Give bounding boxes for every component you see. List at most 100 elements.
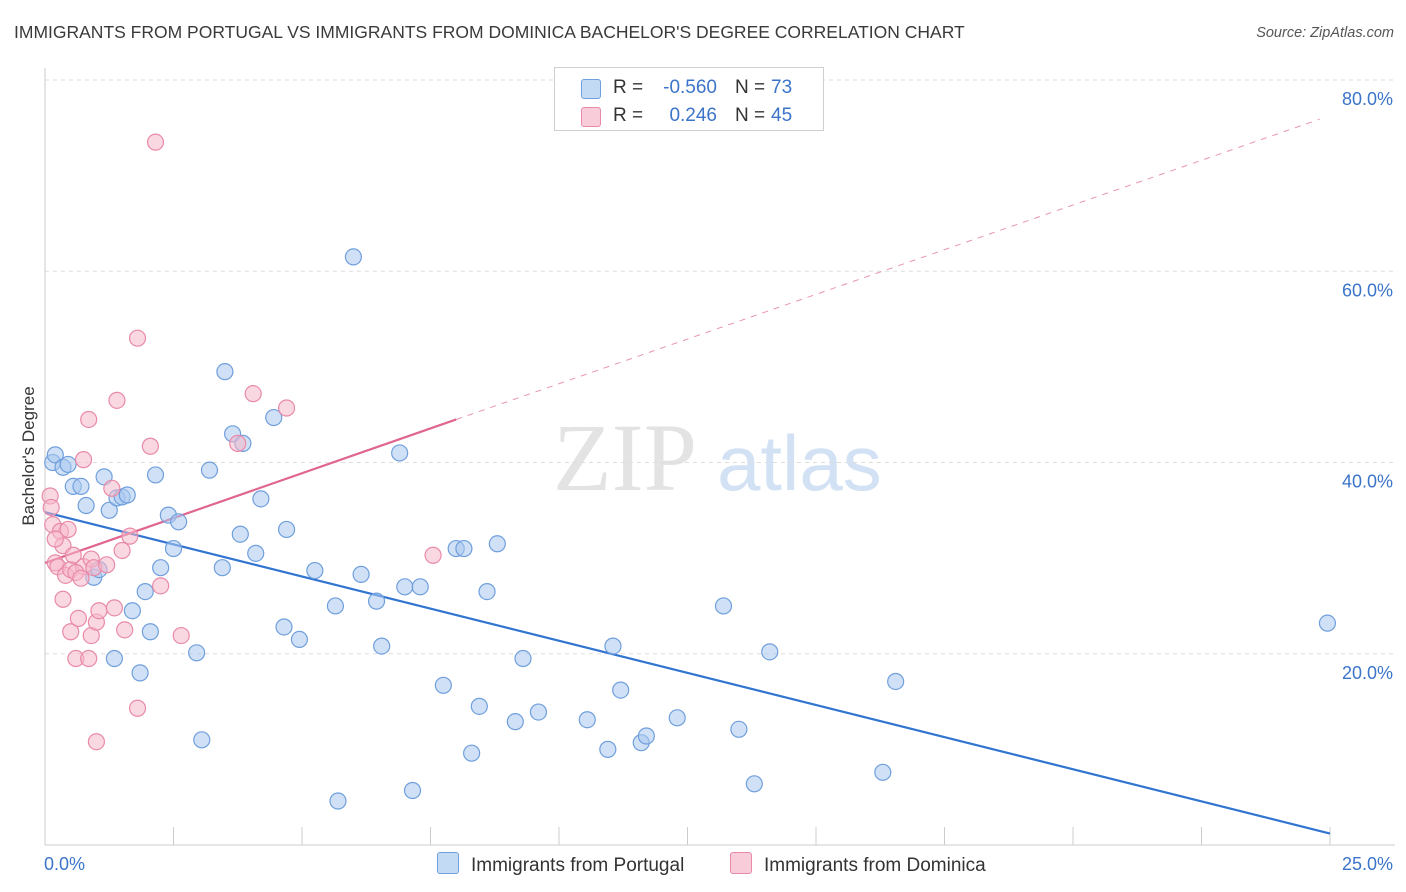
point-dominica [121,527,139,545]
point-portugal [367,592,386,610]
point-portugal [105,649,123,668]
point-portugal [141,623,159,641]
y-axis-label: Bachelor's Degree [19,386,38,525]
point-portugal [887,672,905,691]
point-dominica [69,609,88,627]
point-portugal [612,681,630,699]
y-tick-label: 80.0% [1342,89,1393,109]
point-portugal [373,637,391,655]
point-dominica [108,391,126,409]
n-value: 45 [771,105,793,126]
point-portugal [604,637,622,655]
legend-label: Immigrants from Portugal [471,855,685,876]
data-points [41,133,1337,810]
point-portugal [396,578,414,596]
trend-line-portugal [44,511,1331,835]
dominica-swatch [581,107,601,127]
point-dominica [42,498,60,517]
point-dominica [128,329,147,347]
point-dominica [74,451,93,469]
r-value: -0.560 [663,77,717,98]
point-dominica [103,479,121,497]
y-tick-label: 20.0% [1342,663,1393,683]
dominica-swatch [730,852,752,874]
point-dominica [72,569,90,587]
point-dominica [54,590,72,608]
point-dominica [172,626,190,645]
portugal-swatch [437,852,459,874]
point-portugal [391,444,409,462]
point-portugal [730,720,748,738]
point-dominica [146,133,165,151]
point-dominica [424,546,442,564]
trend-line-dominica [456,118,1320,420]
point-dominica [98,556,116,574]
point-portugal [329,792,347,810]
legend-item-dominica[interactable]: Immigrants from Dominica [730,852,986,877]
point-portugal [231,525,249,543]
r-label: R = [613,77,644,98]
grid-lines [45,79,1395,655]
point-portugal [275,618,293,636]
legend-row-dominica: R = 0.246 N = 45 [555,103,823,129]
point-portugal [170,513,188,531]
point-portugal [131,664,149,682]
point-portugal [216,363,234,381]
point-portugal [326,597,345,615]
point-portugal [188,644,206,662]
y-tick-label: 60.0% [1342,280,1393,300]
point-portugal [637,727,655,745]
point-portugal [403,781,422,800]
watermark-zip: ZIP [553,404,697,511]
source-credit: Source: ZipAtlas.com [1256,25,1394,41]
point-dominica [128,699,147,717]
point-portugal [352,565,370,583]
point-portugal [514,649,532,668]
legend-item-portugal[interactable]: Immigrants from Portugal [437,852,684,877]
point-portugal [470,697,488,715]
point-portugal [152,559,170,577]
r-value: 0.246 [669,105,717,126]
n-value: 73 [771,77,793,98]
legend-label: Immigrants from Dominica [764,855,986,876]
point-portugal [77,496,95,515]
point-portugal [506,713,524,731]
portugal-swatch [581,79,601,99]
n-label: N = [735,105,766,126]
point-dominica [80,649,98,668]
trend-lines [44,118,1331,835]
point-portugal [1318,614,1337,632]
point-portugal [213,559,231,577]
point-portugal [306,561,324,580]
point-dominica [80,410,98,429]
point-portugal [745,775,763,793]
point-portugal [277,520,296,539]
point-portugal [463,744,481,762]
point-portugal [252,490,270,508]
n-label: N = [735,77,766,98]
point-portugal [46,446,64,464]
point-dominica [105,599,123,617]
point-portugal [200,461,219,479]
point-portugal [59,455,77,474]
point-portugal [146,466,165,484]
point-dominica [229,434,247,452]
point-portugal [714,597,733,615]
point-dominica [244,385,262,403]
point-portugal [434,676,452,694]
point-dominica [113,541,131,560]
point-dominica [46,530,64,548]
point-portugal [193,731,211,749]
tick-labels: 0.0% 25.0% 20.0% 40.0% 60.0% 80.0% [44,89,1393,874]
point-portugal [455,539,473,558]
y-tick-label: 40.0% [1342,472,1393,492]
legend-row-portugal: R = -0.560 N = 73 [555,75,823,101]
x-tick-label: 0.0% [44,854,85,874]
point-portugal [599,740,617,758]
point-portugal [344,248,362,266]
point-portugal [478,582,496,601]
point-dominica [62,623,80,641]
point-portugal [164,539,183,558]
trend-line-dominica [44,418,457,564]
